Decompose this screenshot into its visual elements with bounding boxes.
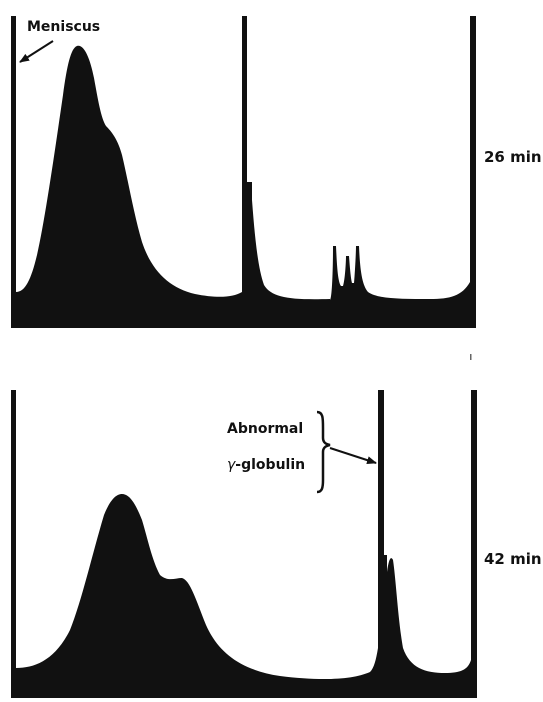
- time-label-26min: 26 min: [484, 148, 542, 166]
- top-main-peak: [16, 45, 242, 318]
- bottom-right-boundary: [471, 390, 477, 698]
- top-mid-boundary: [242, 16, 247, 328]
- globulin-text: -globulin: [235, 457, 306, 473]
- abnormal-bracket: [316, 410, 331, 494]
- tick-mark: [470, 354, 472, 360]
- top-left-baseline: [11, 318, 247, 328]
- bottom-mid-boundary: [378, 390, 384, 698]
- top-left-boundary: [11, 16, 16, 328]
- meniscus-arrow: [19, 40, 54, 63]
- bottom-right-start-line: [384, 555, 387, 698]
- top-right-baseline: [247, 318, 476, 328]
- top-right-baseline-curve: [252, 200, 470, 318]
- top-right-start-line: [247, 182, 252, 328]
- bottom-main-peak: [16, 494, 378, 698]
- abnormal-label: Abnormal: [227, 421, 304, 437]
- meniscus-label: Meniscus: [27, 19, 101, 35]
- bottom-right-peak: [387, 558, 471, 698]
- top-right-boundary: [470, 16, 476, 328]
- gamma-symbol: γ: [227, 457, 236, 473]
- top-left-frame: [11, 16, 247, 328]
- top-right-frame: [247, 16, 476, 328]
- bottom-left-boundary: [11, 390, 16, 698]
- gamma-globulin-label: γ-globulin: [227, 458, 305, 472]
- abnormal-globulin-arrow: [329, 447, 377, 465]
- time-label-42min: 42 min: [484, 550, 542, 568]
